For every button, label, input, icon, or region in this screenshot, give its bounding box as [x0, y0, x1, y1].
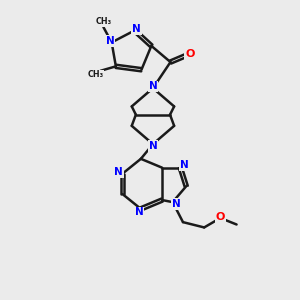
Text: O: O: [185, 50, 195, 59]
Text: N: N: [135, 207, 143, 218]
Text: N: N: [180, 160, 189, 170]
Text: O: O: [216, 212, 225, 222]
Text: N: N: [132, 24, 141, 34]
Text: CH₃: CH₃: [87, 70, 103, 80]
Text: N: N: [148, 81, 157, 92]
Text: N: N: [148, 141, 157, 151]
Text: N: N: [172, 199, 181, 209]
Text: N: N: [106, 36, 114, 46]
Text: N: N: [114, 167, 123, 177]
Text: CH₃: CH₃: [95, 17, 112, 26]
